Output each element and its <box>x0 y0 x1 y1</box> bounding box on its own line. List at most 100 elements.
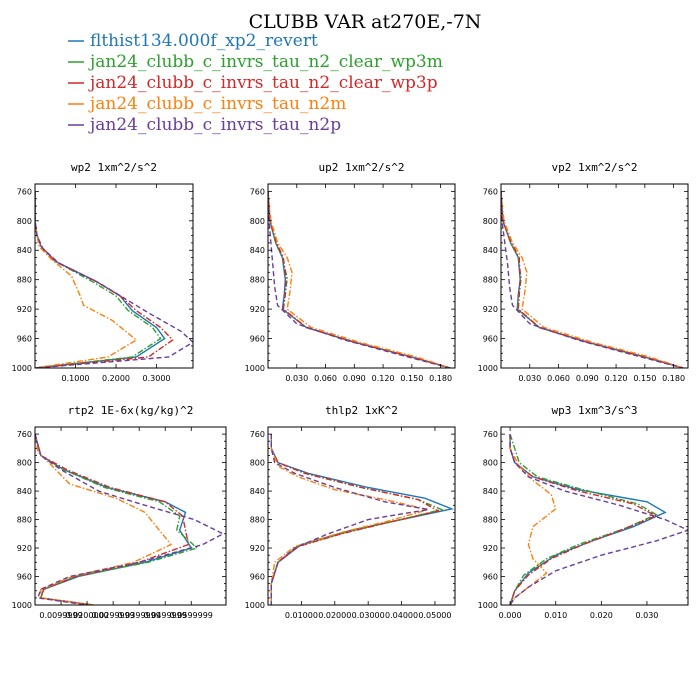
x-tick-label: 0.04000 <box>385 611 418 620</box>
y-tick-label: 960 <box>250 335 265 344</box>
x-tick-label: 0.0099999 <box>39 611 82 620</box>
legend-label: jan24_clubb_c_invrs_tau_n2p <box>88 115 341 135</box>
y-tick-label: 960 <box>250 573 265 582</box>
series-line-4 <box>509 434 557 605</box>
y-tick-label: 840 <box>250 487 265 496</box>
series-line-3 <box>268 191 451 368</box>
series-line-5 <box>501 191 684 368</box>
series-line-2 <box>509 433 658 605</box>
x-tick-label: 0.180 <box>662 374 685 383</box>
series-line-3 <box>35 433 190 605</box>
y-tick-label: 960 <box>17 335 32 344</box>
series-line-5 <box>268 191 451 368</box>
y-tick-label: 760 <box>250 187 265 196</box>
panel-6: wp3 1xm^3/s^3 760 800 840 880 920 960 10000.000… <box>478 404 689 620</box>
y-tick-label: 800 <box>483 459 498 468</box>
panel-title: vp2 1xm^2/s^2 <box>551 161 637 174</box>
series-line-5 <box>35 191 193 368</box>
x-tick-label: 0.01000 <box>285 611 318 620</box>
y-tick-label: 840 <box>17 487 32 496</box>
y-tick-label: 880 <box>17 516 32 525</box>
y-tick-label: 960 <box>483 573 498 582</box>
x-tick-label: 0.0200000 <box>65 611 108 620</box>
x-tick-label: 0.150 <box>633 374 656 383</box>
y-tick-label: 880 <box>17 276 32 285</box>
x-tick-label: 0.020 <box>590 611 613 620</box>
x-tick-label: 0.120 <box>372 374 395 383</box>
y-tick-label: 1000 <box>478 364 498 373</box>
y-tick-label: 760 <box>250 430 265 439</box>
series-line-4 <box>268 191 451 368</box>
x-tick-label: 0.010 <box>544 611 567 620</box>
x-tick-label: 0.2000 <box>102 374 130 383</box>
y-tick-label: 880 <box>483 276 498 285</box>
plot-frame <box>267 183 456 369</box>
panel-3: vp2 1xm^2/s^2 760 800 840 880 920 960 1000 0.030… <box>478 161 689 383</box>
y-tick-label: 880 <box>483 516 498 525</box>
y-tick-label: 800 <box>483 217 498 226</box>
legend-label: jan24_clubb_c_invrs_tau_n2m <box>88 94 346 114</box>
series-line-1 <box>35 191 166 368</box>
x-tick-label: 0.120 <box>605 374 628 383</box>
x-tick-label: 0.0299999 <box>92 611 135 620</box>
plot-frame <box>34 426 227 606</box>
series-line-3 <box>501 191 684 368</box>
x-tick-label: 0.0399999 <box>118 611 161 620</box>
y-tick-label: 1000 <box>12 364 32 373</box>
y-tick-label: 920 <box>250 305 265 314</box>
x-tick-label: 0.030 <box>285 374 308 383</box>
x-tick-label: 0.0599999 <box>170 611 213 620</box>
x-tick-label: 0.1000 <box>62 374 90 383</box>
series-line-1 <box>501 191 684 368</box>
series-line-1 <box>509 434 667 605</box>
x-tick-label: 0.000 <box>499 611 522 620</box>
legend-label: flthist134.000f_xp2_revert <box>90 31 318 51</box>
legend: flthist134.000f_xp2_revertjan24_clubb_c_… <box>68 31 443 135</box>
series-line-1 <box>35 433 193 605</box>
x-tick-label: 0.3000 <box>143 374 171 383</box>
series-line-2 <box>268 191 451 368</box>
y-tick-label: 800 <box>250 217 265 226</box>
y-tick-label: 920 <box>17 544 32 553</box>
x-tick-label: 0.030 <box>518 374 541 383</box>
y-tick-label: 800 <box>17 459 32 468</box>
y-tick-label: 1000 <box>245 364 265 373</box>
y-tick-label: 800 <box>250 459 265 468</box>
panel-2: up2 1xm^2/s^2 760 800 840 880 920 960 1000 0.030… <box>245 161 456 383</box>
legend-label: jan24_clubb_c_invrs_tau_n2_clear_wp3p <box>88 73 438 93</box>
y-tick-label: 760 <box>17 430 32 439</box>
y-tick-label: 920 <box>250 544 265 553</box>
plot-frame <box>500 426 689 606</box>
series-line-1 <box>268 191 451 368</box>
y-tick-label: 760 <box>483 187 498 196</box>
series-line-3 <box>509 434 658 605</box>
x-tick-label: 0.02000 <box>318 611 351 620</box>
series-line-2 <box>35 433 199 605</box>
panel-5: thlp2 1xK^2 760 800 840 880 920 960 1000 0.01000… <box>245 404 456 620</box>
x-tick-label: 0.090 <box>343 374 366 383</box>
x-tick-label: 0.0499999 <box>144 611 187 620</box>
figure-title: CLUBB VAR at270E,-7N <box>249 11 482 33</box>
y-tick-label: 920 <box>483 544 498 553</box>
x-tick-label: 0.060 <box>314 374 337 383</box>
x-tick-label: 0.05000 <box>418 611 451 620</box>
panel-4: rtp2 1E-6x(kg/kg)^2 760 800 840 880 920 960 100… <box>12 404 227 620</box>
series-line-5 <box>509 434 688 605</box>
series-line-1 <box>270 434 455 605</box>
y-tick-label: 840 <box>483 487 498 496</box>
x-tick-label: 0.150 <box>400 374 423 383</box>
series-line-4 <box>35 433 173 605</box>
panels: wp2 1xm^2/s^2 760 800 840 880 920 960 1000 0.100… <box>12 161 689 620</box>
series-line-2 <box>35 191 162 368</box>
x-tick-label: 0.090 <box>576 374 599 383</box>
panel-title: wp3 1xm^3/s^3 <box>551 404 637 417</box>
panel-title: rtp2 1E-6x(kg/kg)^2 <box>68 404 194 417</box>
y-tick-label: 920 <box>17 305 32 314</box>
y-tick-label: 1000 <box>12 601 32 610</box>
legend-label: jan24_clubb_c_invrs_tau_n2_clear_wp3m <box>88 52 443 72</box>
y-tick-label: 880 <box>250 516 265 525</box>
y-tick-label: 1000 <box>478 601 498 610</box>
x-tick-label: 0.03000 <box>352 611 385 620</box>
plot-frame <box>34 183 194 369</box>
